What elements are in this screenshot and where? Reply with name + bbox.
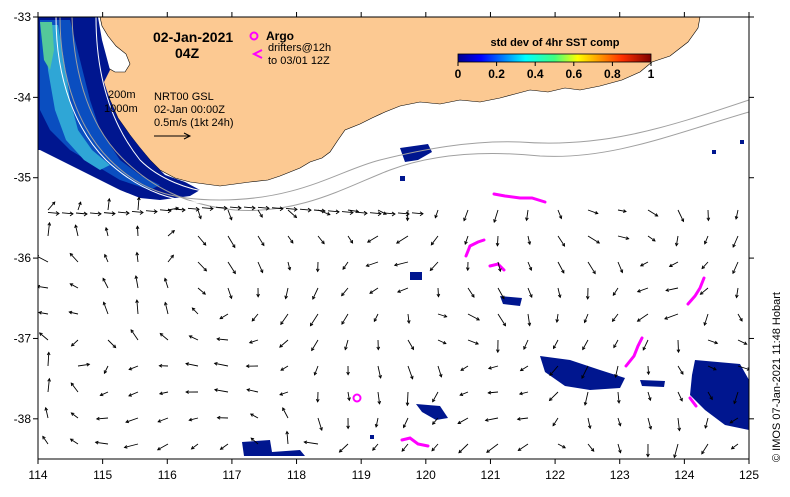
map-date: 02-Jan-2021 <box>153 29 233 45</box>
current-vectors <box>36 197 750 457</box>
x-tick-label: 116 <box>158 468 177 482</box>
y-tick-label: -37 <box>14 331 32 345</box>
x-tick-label: 114 <box>28 468 47 482</box>
colorbar-tick-label: 0 <box>455 67 462 81</box>
credit-text: © IMOS 07-Jan-2021 11:48 Hobart <box>771 292 783 462</box>
map-time: 04Z <box>175 45 200 61</box>
y-tick-label: -38 <box>14 412 32 426</box>
x-tick-label: 119 <box>352 468 371 482</box>
current-scale-label: 0.5m/s (1kt 24h) <box>154 117 233 129</box>
colorbar-tick-label: 0.6 <box>565 67 582 81</box>
drifters-legend-label: drifters@12h <box>268 42 331 54</box>
colorbar <box>458 54 651 62</box>
isobath-1000-label: 1000m <box>104 103 138 115</box>
colorbar-title: std dev of 4hr SST comp <box>491 37 620 49</box>
colorbar-tick-label: 0.2 <box>488 67 505 81</box>
x-tick-label: 118 <box>287 468 306 482</box>
y-tick-label: -34 <box>14 90 32 104</box>
x-tick-label: 124 <box>674 468 694 482</box>
x-tick-label: 115 <box>93 468 112 482</box>
y-tick-label: -33 <box>14 10 32 24</box>
colorbar-tick-label: 0.8 <box>604 67 621 81</box>
argo-float-marker <box>354 395 361 402</box>
drifters-until-label: to 03/01 12Z <box>268 55 330 67</box>
current-datetime-label: 02-Jan 00:00Z <box>154 104 225 116</box>
x-tick-label: 120 <box>416 468 436 482</box>
colorbar-tick-label: 0.4 <box>527 67 544 81</box>
x-tick-label: 123 <box>610 468 630 482</box>
argo-legend-label: Argo <box>266 29 294 43</box>
x-tick-label: 125 <box>739 468 759 482</box>
x-tick-label: 117 <box>222 468 241 482</box>
current-product-label: NRT00 GSL <box>154 91 214 103</box>
x-tick-label: 122 <box>545 468 565 482</box>
x-tick-label: 121 <box>480 468 500 482</box>
y-tick-label: -36 <box>14 251 32 265</box>
y-tick-label: -35 <box>14 171 32 185</box>
colorbar-tick-label: 1 <box>648 67 655 81</box>
drifter-tracks <box>402 194 704 446</box>
isobath-200-label: 200m <box>108 89 136 101</box>
